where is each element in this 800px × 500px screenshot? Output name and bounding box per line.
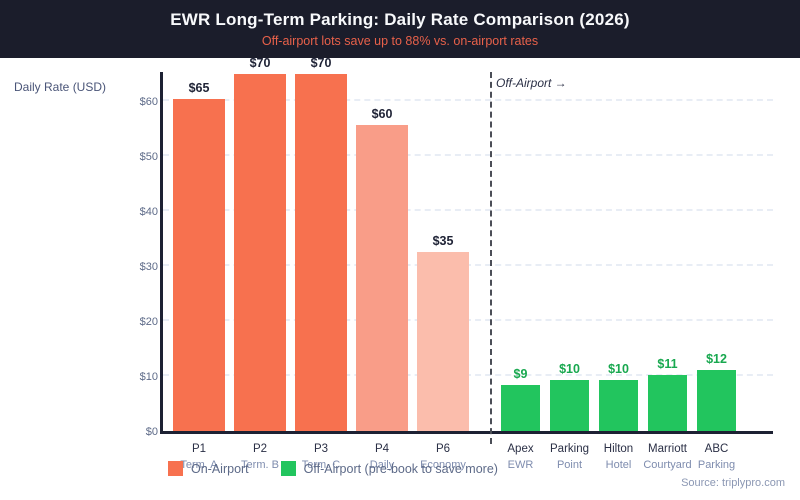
legend-item-on-airport: On-Airport (168, 461, 249, 476)
y-tick-label: $40 (139, 206, 158, 218)
bar-value-label: $9 (513, 367, 528, 381)
bar-category-label: P1 Term. A (180, 441, 217, 474)
on-airport-swatch-icon (168, 461, 183, 476)
bar-rect (550, 380, 589, 431)
bar-category-subtitle: Hotel (605, 458, 632, 471)
bar-category-label: Parking Point (550, 441, 589, 474)
bar-category-subtitle: Courtyard (643, 458, 692, 471)
bar-value-label: $70 (249, 56, 271, 70)
legend-label: On-Airport (191, 461, 249, 476)
legend-label: Off-Airport (pre-book to save more) (303, 461, 498, 476)
bar-category-name: Marriott (648, 443, 687, 455)
bar-category-label: P3 Term. C (302, 441, 341, 474)
bar-p2: $70 P2 Term. B (234, 56, 286, 471)
bar-category-label: Hilton Hotel (604, 441, 633, 474)
group-divider-line (490, 72, 492, 444)
bar-value-label: $70 (310, 56, 332, 70)
chart-header: EWR Long-Term Parking: Daily Rate Compar… (0, 0, 800, 58)
bar-p4: $60 P4 Daily (356, 107, 408, 471)
bar-category-name: Parking (550, 443, 589, 455)
y-tick-label: $0 (145, 426, 158, 438)
bar-category-label: P2 Term. B (241, 441, 279, 474)
y-tick-label: $10 (139, 371, 158, 383)
y-axis-label: Daily Rate (USD) (14, 80, 107, 94)
bar-value-label: $10 (559, 362, 580, 376)
bar-p3: $70 P3 Term. C (295, 56, 347, 471)
gridline (163, 154, 773, 156)
bar-category-subtitle: Term. A (180, 458, 218, 471)
bar-value-label: $12 (706, 352, 727, 366)
plot-area: $0 $10 $20 $30 $40 $50 $60 $65 P1 Term. A $70 P2 Te… (140, 56, 773, 471)
bar-p6: $35 P6 Economy (417, 234, 469, 471)
bar-category-label: P6 Economy (420, 441, 466, 474)
chart-title: EWR Long-Term Parking: Daily Rate Compar… (170, 10, 630, 29)
bar-rect (173, 99, 225, 431)
off-airport-annotation: Off-Airport → (496, 76, 567, 90)
chart-subtitle: Off-airport lots save up to 88% vs. on-a… (261, 34, 539, 48)
bar-category-name: Apex (507, 443, 534, 455)
bar-rect (501, 385, 540, 431)
bar-rect (234, 74, 286, 431)
bar-group-on-airport: $65 P1 Term. A $70 P2 Term. B $70 P3 Term. C $60 P… (173, 56, 469, 471)
bar-apex: $9 Apex EWR (501, 367, 540, 471)
bar-category-name: P6 (435, 443, 451, 455)
bar-rect (417, 252, 469, 431)
bar-rect (599, 380, 638, 431)
bar-category-subtitle: Economy (420, 458, 466, 471)
bar-category-label: ABC Parking (698, 441, 735, 474)
bar-category-label: Marriott Courtyard (643, 441, 691, 474)
bar-rect (648, 375, 687, 431)
bar-value-label: $10 (608, 362, 629, 376)
bar-category-name: P2 (252, 443, 268, 455)
bar-abc: $12 ABC Parking (697, 352, 736, 471)
bar-category-name: Hilton (603, 443, 634, 455)
y-tick-label: $30 (139, 261, 158, 273)
bar-value-label: $60 (371, 107, 393, 121)
bar-value-label: $65 (188, 81, 210, 95)
bar-category-subtitle: EWR (507, 458, 534, 471)
bar-category-subtitle: Daily (369, 458, 395, 471)
gridline (163, 99, 773, 101)
legend-item-off-airport: Off-Airport (pre-book to save more) (280, 461, 498, 476)
bar-category-name: P4 (374, 443, 390, 455)
bar-category-name: P3 (313, 443, 329, 455)
bar-value-label: $35 (432, 234, 454, 248)
bar-category-subtitle: Term. C (301, 458, 341, 471)
bar-rect (697, 370, 736, 431)
bar-category-subtitle: Point (556, 458, 583, 471)
source-credit: Source: triplypro.com (681, 477, 785, 489)
bar-category-subtitle: Parking (697, 458, 736, 471)
bar-category-subtitle: Term. B (241, 458, 279, 471)
off-airport-swatch-icon (280, 461, 296, 476)
bar-group-off-airport: $9 Apex EWR $10 Parking Point $10 Hilton Hotel $1… (501, 352, 736, 471)
y-tick-label: $50 (139, 151, 158, 163)
bar-parking: $10 Parking Point (550, 362, 589, 471)
bar-rect (356, 125, 408, 431)
y-tick-label: $60 (139, 96, 158, 108)
bar-category-name: P1 (191, 443, 207, 455)
bar-category-label: Apex EWR (507, 441, 533, 474)
bar-category-label: P4 Daily (370, 441, 394, 474)
legend: On-Airport Off-Airport (pre-book to save… (168, 461, 498, 476)
bar-category-name: ABC (704, 443, 729, 455)
bar-p1: $65 P1 Term. A (173, 81, 225, 471)
bar-hilton: $10 Hilton Hotel (599, 362, 638, 471)
gridline (163, 209, 773, 211)
bar-marriott: $11 Marriott Courtyard (643, 357, 691, 471)
bar-rect (295, 74, 347, 431)
bar-value-label: $11 (657, 357, 678, 371)
y-tick-label: $20 (139, 316, 158, 328)
